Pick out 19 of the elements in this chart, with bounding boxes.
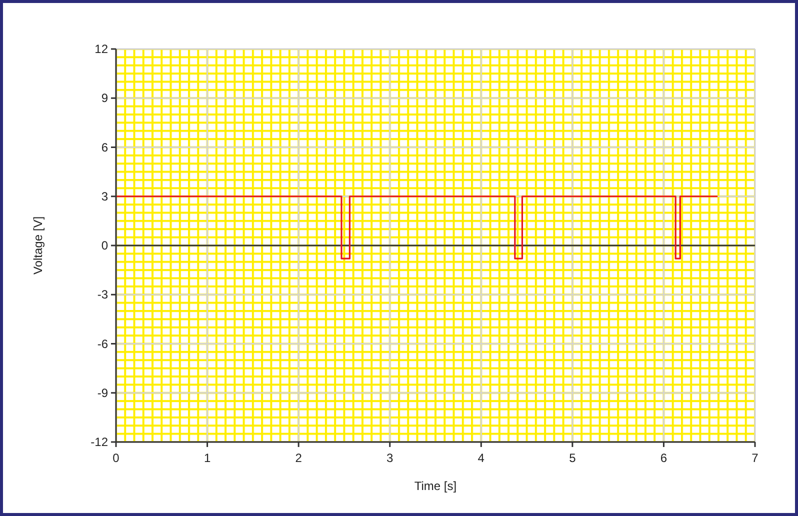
x-axis-title: Time [s] <box>414 479 457 493</box>
x-tick-label: 5 <box>569 451 576 465</box>
x-tick-label: 1 <box>204 451 211 465</box>
y-tick-label: 0 <box>101 238 108 252</box>
x-tick-label: 0 <box>112 451 120 465</box>
y-tick-label: -9 <box>97 386 108 400</box>
y-tick-label: -3 <box>97 288 108 302</box>
y-tick-label: -12 <box>90 435 108 449</box>
y-tick-label: 3 <box>101 189 108 204</box>
x-tick-label: 4 <box>478 451 485 465</box>
x-tick-label: 2 <box>295 451 302 465</box>
x-tick-label: 7 <box>752 451 759 465</box>
x-tick-label: 3 <box>386 451 394 465</box>
x-tick-label: 6 <box>660 451 668 465</box>
y-tick-label: 12 <box>94 42 108 56</box>
y-axis-title: Voltage [V] <box>31 216 45 275</box>
y-tick-label: -6 <box>97 336 108 351</box>
y-tick-label: 9 <box>101 91 108 106</box>
y-tick-label: 6 <box>101 140 108 154</box>
